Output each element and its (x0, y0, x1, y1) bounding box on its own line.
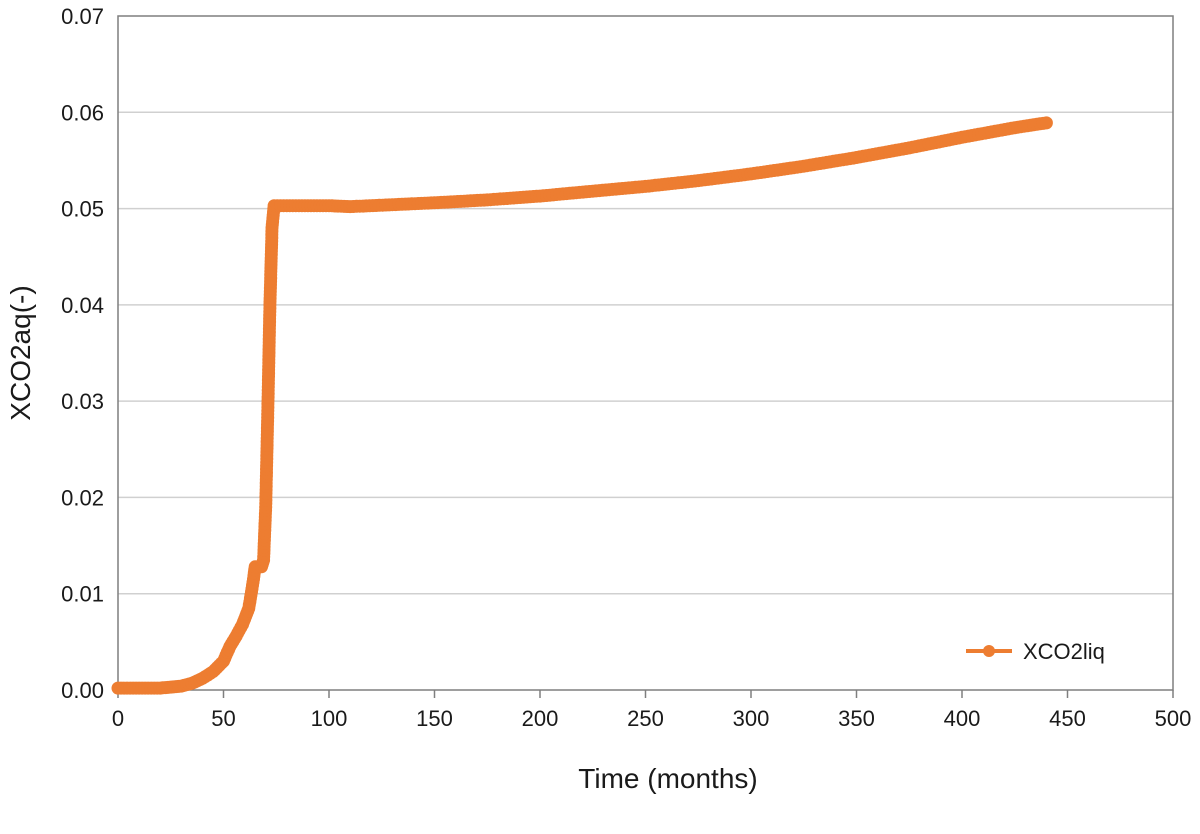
x-tick-label: 100 (311, 706, 348, 731)
y-tick-label: 0.04 (61, 293, 104, 318)
x-tick-label: 350 (838, 706, 875, 731)
x-tick-label: 200 (522, 706, 559, 731)
y-tick-label: 0.07 (61, 4, 104, 29)
y-tick-label: 0.02 (61, 485, 104, 510)
legend: XCO2liq (966, 639, 1105, 664)
x-tick-label: 500 (1155, 706, 1192, 731)
xco2liq-point (1039, 116, 1053, 130)
y-tick-label: 0.03 (61, 389, 104, 414)
x-tick-label: 300 (733, 706, 770, 731)
y-tick-label: 0.01 (61, 582, 104, 607)
x-tick-label: 50 (211, 706, 235, 731)
x-tick-label: 450 (1049, 706, 1086, 731)
y-tick-label: 0.06 (61, 100, 104, 125)
x-tick-label: 400 (944, 706, 981, 731)
legend-marker-icon (983, 645, 995, 657)
x-tick-label: 150 (416, 706, 453, 731)
data-series (111, 116, 1053, 695)
plot-area-border (117, 15, 1174, 691)
xco2liq-line (118, 120, 1047, 691)
legend-label-xco2liq: XCO2liq (1023, 639, 1105, 664)
y-tick-label: 0.00 (61, 678, 104, 703)
axis-ticks: 0.00 0.01 0.02 0.03 0.04 0.05 0.06 0.07 0 50 100 15… (61, 4, 1191, 731)
x-axis-title: Time (months) (578, 763, 757, 794)
x-tick-label: 250 (627, 706, 664, 731)
y-axis-title: XCO2aq(-) (5, 285, 36, 420)
y-tick-label: 0.05 (61, 197, 104, 222)
x-tick-label: 0 (112, 706, 124, 731)
